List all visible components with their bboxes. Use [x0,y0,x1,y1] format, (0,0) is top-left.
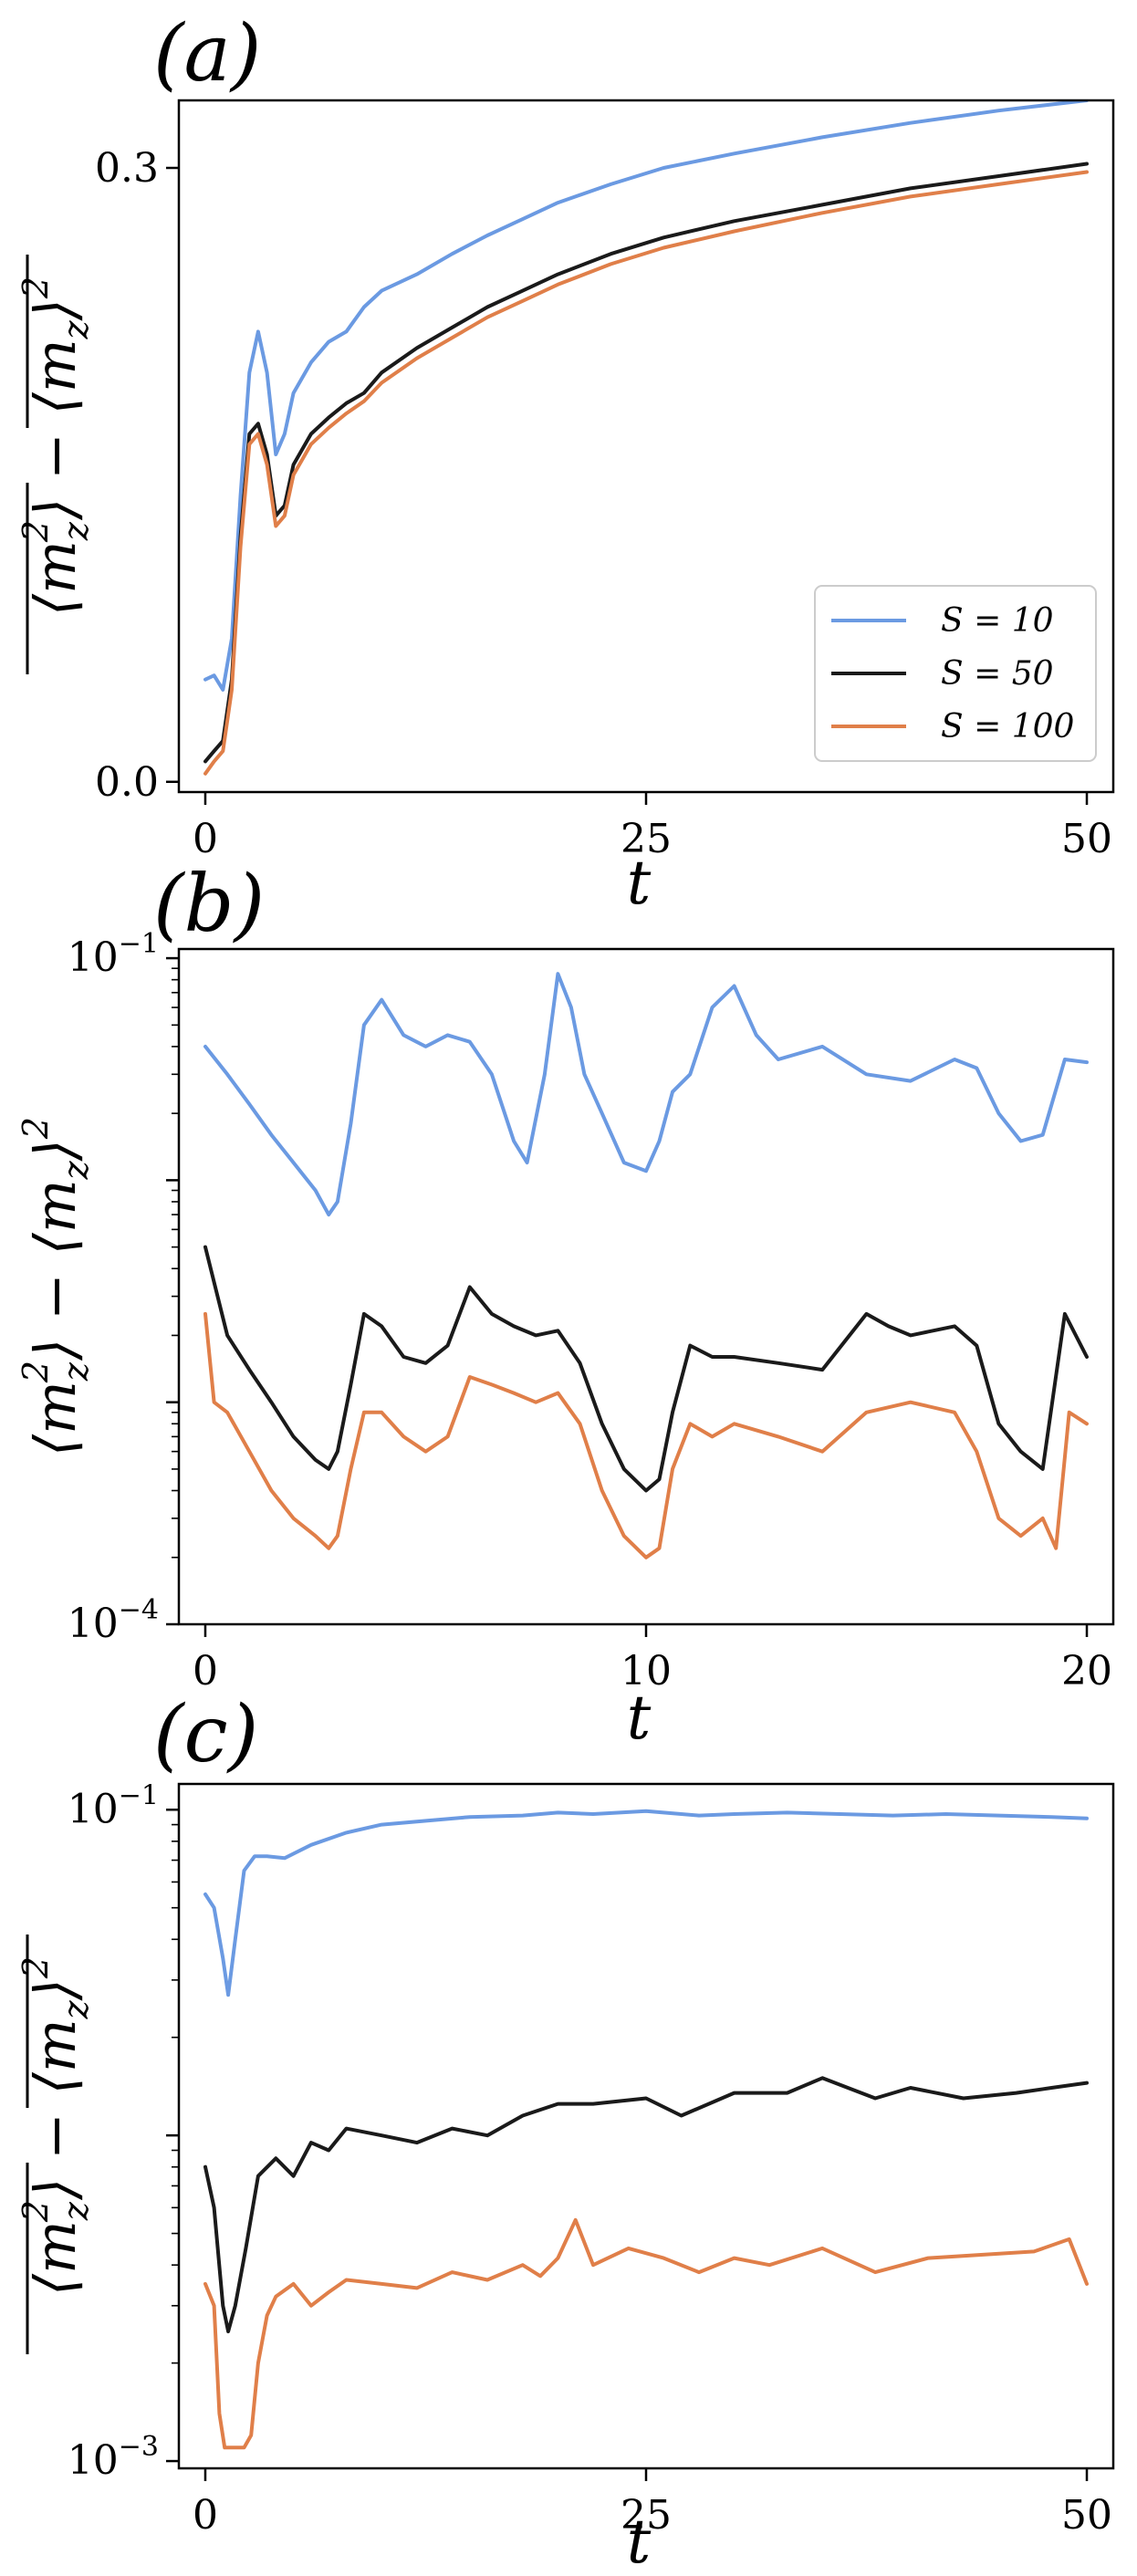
y-axis-label: ⟨mz2⟩ − ⟨mz⟩2 [16,276,96,616]
y-tick-label: 10−4 [68,1594,159,1647]
y-tick-exponent: −4 [119,1594,159,1626]
y-label-sup-2: 2 [16,2200,56,2223]
y-tick-base: 10 [68,1601,119,1647]
y-label-sub-z2: z [56,319,96,339]
y-tick-label: 10−1 [68,1779,159,1832]
series-line-s100 [203,170,1089,776]
series-line-s50 [203,2076,1089,2333]
x-tick-label: 25 [621,2492,672,2539]
y-tick-base: 10 [68,1786,119,1832]
y-label-part-c: ⟩ − ⟨m [22,1179,89,1361]
y-axis-label: ⟨mz2⟩ − ⟨mz⟩2 [16,1956,96,2296]
panel-label: (a) [153,8,261,99]
x-tick-label: 0 [193,816,218,862]
legend-entry-0: S = 10 [941,602,1054,640]
series-group [203,100,1089,776]
legend-entry-2: S = 100 [941,708,1074,746]
panel-a: 0 25 500.00.3(a)t⟨mz2⟩ − ⟨mz⟩2S = 10S = 50… [16,8,1115,918]
x-tick-label: 0 [193,1648,218,1695]
y-tick-label: 10−3 [68,2431,159,2484]
series-line-s10 [203,1809,1089,1997]
legend-box [814,585,1097,762]
series-line-s50 [203,1245,1089,1493]
y-label-sub-z2: z [56,1160,96,1180]
x-axis-label: t [627,2507,652,2576]
y-label-sup-2: 2 [16,520,56,543]
y-tick-label: 0.3 [95,145,159,192]
y-label-sup-2b: 2 [16,1956,56,1979]
y-label-part-c: ⟩ − ⟨m [22,2018,89,2201]
y-tick-exponent: −1 [119,928,159,960]
y-tick-base: 10 [68,2437,119,2484]
y-label-part-a: ⟨m [22,2220,89,2296]
series-group [203,1809,1089,2450]
series-line-s10 [203,972,1089,1217]
series-line-s10 [203,100,1089,692]
y-label-part-d: ⟩ [22,298,89,321]
x-axis-label: t [627,1683,652,1753]
panel-label: (c) [153,1689,258,1780]
y-label-sup-2: 2 [16,1361,56,1383]
y-label-part-d: ⟩ [22,1978,89,2001]
y-label-part-d: ⟩ [22,1139,89,1162]
y-label-part-a: ⟨m [22,1381,89,1456]
plot-frame [177,1782,1115,2470]
plot-frame [177,947,1115,1626]
series-group [203,972,1089,1559]
y-tick-base: 10 [68,934,119,981]
y-tick-label: 0.0 [95,759,159,806]
series-line-s100 [203,2217,1089,2450]
y-axis-label: ⟨mz2⟩ − ⟨mz⟩2 [16,1117,96,1456]
x-tick-label: 50 [1061,2492,1112,2539]
y-label-sup-2b: 2 [16,276,56,299]
y-label-sub-z: z [56,1361,96,1382]
series-line-s100 [203,1311,1089,1559]
x-tick-label: 0 [193,2492,218,2539]
y-label-part-c: ⟩ − ⟨m [22,339,89,521]
y-label-sub-z: z [56,2201,96,2221]
x-tick-label: 25 [621,816,672,862]
y-tick-exponent: −3 [119,2431,159,2463]
y-tick-exponent: −1 [119,1779,159,1811]
y-label-part-a: ⟨m [22,540,89,616]
x-tick-label: 10 [621,1648,672,1695]
y-label-sup-2b: 2 [16,1117,56,1140]
x-tick-label: 20 [1061,1648,1112,1695]
y-label-sub-z2: z [56,1999,96,2019]
panel-label: (b) [153,859,265,950]
x-tick-label: 50 [1061,816,1112,862]
x-axis-label: t [627,848,652,918]
legend-entry-1: S = 50 [941,655,1054,693]
y-label-sub-z: z [56,521,96,541]
y-tick-label: 10−1 [68,928,159,981]
